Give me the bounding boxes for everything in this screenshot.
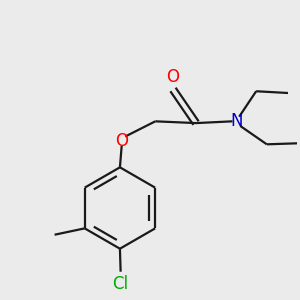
Text: O: O xyxy=(167,68,179,86)
Text: N: N xyxy=(230,112,243,130)
Text: O: O xyxy=(115,132,128,150)
Text: Cl: Cl xyxy=(112,274,129,292)
